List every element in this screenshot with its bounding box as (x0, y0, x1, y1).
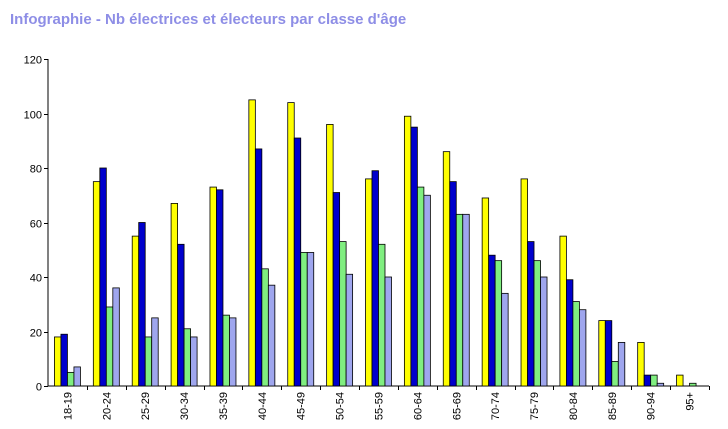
x-tick-label: 25-29 (140, 392, 152, 420)
bar (520, 178, 528, 387)
bar (216, 189, 224, 387)
bar (190, 336, 198, 387)
bar (229, 317, 237, 387)
bar (527, 241, 535, 387)
bar (267, 284, 276, 387)
bar (365, 178, 373, 387)
bar (293, 137, 302, 387)
bar (617, 341, 626, 387)
bar (676, 374, 684, 387)
bar (494, 260, 503, 387)
x-axis: 18-19 20-24 25-29 30-34 35-39 40-44 45-49 50-54… (48, 385, 710, 420)
bar (112, 287, 120, 387)
x-tick-label: 95+ (685, 392, 697, 411)
bar (371, 170, 379, 387)
bar (67, 371, 75, 387)
bar (99, 167, 107, 387)
bar (637, 341, 645, 387)
bar (643, 374, 652, 387)
y-tick-label: 100 (24, 110, 42, 122)
chart-title: Infographie - Nb électrices et électeurs… (10, 11, 407, 28)
bar (656, 382, 665, 387)
bar (533, 260, 541, 387)
bar (151, 317, 159, 387)
y-tick-label: 60 (30, 219, 42, 231)
bar (306, 252, 315, 387)
bar (488, 254, 496, 387)
bar (455, 213, 464, 387)
x-tick-label: 18-19 (62, 392, 74, 420)
bar (60, 333, 68, 387)
x-tick-label: 75-79 (529, 392, 541, 420)
x-tick-label: 70-74 (490, 392, 502, 420)
bars (54, 99, 697, 387)
y-tick-label: 0 (36, 382, 42, 394)
bar (345, 273, 354, 387)
y-tick-label: 40 (30, 273, 42, 285)
bar (339, 241, 347, 387)
x-tick-label: 60-64 (412, 392, 424, 420)
bar (604, 320, 613, 387)
x-tick-label: 90-94 (646, 392, 658, 420)
x-tick-label: 50-54 (335, 392, 347, 420)
bar (449, 181, 457, 387)
bar (92, 181, 101, 387)
bar (462, 213, 470, 387)
bar (177, 243, 185, 387)
bar (611, 361, 619, 387)
x-tick-label: 65-69 (451, 392, 463, 420)
bar (54, 336, 62, 387)
bar (261, 268, 269, 387)
bar (410, 126, 418, 387)
bar (650, 374, 658, 387)
bar (209, 186, 217, 387)
bar (248, 99, 256, 387)
bar (501, 292, 509, 387)
bar (326, 124, 334, 387)
x-tick-label: 55-59 (374, 392, 386, 420)
bar (423, 194, 431, 387)
bar (105, 306, 114, 387)
bar (222, 314, 230, 387)
bar (442, 151, 451, 387)
bar (254, 148, 263, 387)
y-tick-label: 80 (30, 164, 42, 176)
bar (566, 279, 574, 387)
bar (287, 102, 295, 387)
bar (559, 235, 567, 387)
y-axis: 0 20 40 60 80 100 120 (24, 55, 49, 394)
bar (131, 235, 140, 387)
bar (572, 301, 580, 387)
bar (384, 276, 392, 387)
x-tick-label: 80-84 (568, 392, 580, 420)
y-tick-label: 120 (24, 55, 42, 67)
x-tick-label: 40-44 (257, 392, 269, 420)
bar (138, 222, 146, 387)
bar (300, 252, 308, 387)
bar (481, 197, 490, 387)
bar (378, 243, 386, 387)
y-tick-label: 20 (30, 328, 42, 340)
x-tick-label: 20-24 (101, 392, 113, 420)
x-tick-label: 85-89 (607, 392, 619, 420)
bar (579, 309, 587, 387)
bar (416, 186, 425, 387)
x-tick-label: 45-49 (296, 392, 308, 420)
bar (183, 328, 191, 387)
x-tick-label: 30-34 (179, 392, 191, 420)
bar (540, 276, 548, 387)
x-tick-label: 35-39 (218, 392, 230, 420)
bar (170, 203, 178, 387)
bar (144, 336, 153, 387)
bar (403, 115, 412, 387)
bar (598, 320, 606, 387)
bar (689, 382, 697, 387)
bar (332, 192, 341, 387)
bar (73, 366, 81, 387)
